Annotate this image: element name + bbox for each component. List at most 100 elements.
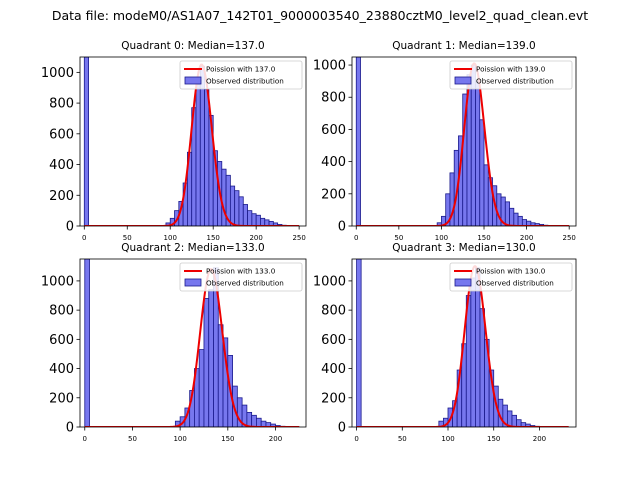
histogram-bar bbox=[251, 213, 257, 226]
y-tick-label: 1000 bbox=[313, 274, 346, 289]
histogram-bar bbox=[199, 65, 206, 226]
y-tick-label: 1000 bbox=[41, 66, 74, 81]
y-tick-label: 200 bbox=[321, 187, 346, 202]
histogram-bar bbox=[247, 210, 253, 226]
axes-frame bbox=[79, 258, 307, 428]
histogram-bar bbox=[195, 84, 201, 226]
histogram-bar bbox=[242, 204, 248, 226]
legend-line-label: Poission with 139.0 bbox=[476, 65, 546, 74]
legend-bar-label: Observed distribution bbox=[476, 77, 554, 86]
x-tick-label: 200 bbox=[249, 234, 262, 242]
histogram-bar bbox=[513, 212, 519, 226]
x-tick-label: 200 bbox=[269, 435, 282, 443]
histogram-bar bbox=[511, 414, 517, 427]
poisson-curve bbox=[356, 62, 570, 226]
histogram-bar bbox=[208, 289, 214, 427]
x-tick-label: 250 bbox=[562, 234, 575, 242]
histogram-bar bbox=[356, 259, 362, 427]
panel-quadrant-2: Quadrant 2: Median=133.0 0 50 100 150 200 0 200… bbox=[41, 242, 307, 443]
histogram-bar bbox=[260, 217, 266, 226]
histogram-bar bbox=[229, 185, 236, 226]
histogram-bar bbox=[504, 201, 510, 226]
axes-frame bbox=[351, 56, 577, 227]
panel-title: Quadrant 0: Median=137.0 bbox=[121, 40, 264, 52]
x-tick-label: 150 bbox=[207, 234, 220, 242]
x-tick-label: 100 bbox=[435, 234, 448, 242]
y-tick-label: 0 bbox=[338, 421, 346, 436]
histogram-bar bbox=[475, 267, 481, 427]
axes-frame bbox=[79, 56, 307, 227]
histogram-bar bbox=[221, 168, 227, 226]
x-tick-label: 200 bbox=[533, 435, 546, 443]
legend-bar-label: Observed distribution bbox=[206, 77, 284, 86]
x-tick-label: 0 bbox=[354, 435, 358, 443]
x-tick-label: 100 bbox=[441, 435, 454, 443]
x-tick-label: 0 bbox=[354, 234, 358, 242]
y-tick-label: 600 bbox=[49, 127, 74, 142]
x-tick-label: 150 bbox=[487, 435, 500, 443]
legend-box bbox=[179, 60, 303, 90]
y-tick-label: 1000 bbox=[313, 59, 346, 74]
y-tick-label: 800 bbox=[49, 97, 74, 112]
legend-box bbox=[449, 262, 573, 292]
histogram-bar bbox=[246, 411, 253, 427]
legend: Poission with 137.0 Observed distribution bbox=[179, 60, 303, 90]
panel-title: Quadrant 3: Median=130.0 bbox=[392, 242, 535, 254]
y-tick-label: 800 bbox=[321, 91, 346, 106]
legend-box bbox=[449, 60, 573, 90]
y-tick-label: 600 bbox=[49, 333, 74, 348]
y-tick-label: 1000 bbox=[41, 274, 74, 289]
histogram-bar bbox=[255, 214, 261, 226]
y-tick-label: 800 bbox=[49, 304, 74, 319]
legend-line-label: Poission with 130.0 bbox=[476, 267, 546, 276]
legend-line-label: Poission with 133.0 bbox=[206, 267, 276, 276]
y-tick-label: 200 bbox=[321, 391, 346, 406]
x-tick-label: 0 bbox=[82, 234, 86, 242]
x-tick-label: 100 bbox=[173, 435, 186, 443]
histogram-bar bbox=[203, 298, 210, 427]
panel-quadrant-3: Quadrant 3: Median=130.0 0 50 100 150 200 0 200… bbox=[313, 242, 577, 443]
legend: Poission with 130.0 Observed distribution bbox=[449, 262, 573, 292]
y-tick-label: 200 bbox=[49, 391, 74, 406]
histogram-bar bbox=[475, 80, 481, 226]
x-tick-label: 150 bbox=[221, 435, 234, 443]
figure-title: Data file: modeM0/AS1A07_142T01_90000035… bbox=[51, 8, 589, 23]
histogram-bar bbox=[256, 417, 262, 427]
histogram-bar bbox=[479, 119, 485, 226]
histogram-bar bbox=[509, 207, 515, 226]
x-tick-label: 50 bbox=[394, 234, 403, 242]
y-tick-label: 400 bbox=[49, 158, 74, 173]
legend: Poission with 133.0 Observed distribution bbox=[179, 262, 303, 292]
poisson-curve bbox=[356, 265, 569, 427]
y-tick-label: 0 bbox=[66, 421, 74, 436]
histogram-bar bbox=[479, 308, 485, 427]
histogram-bar bbox=[251, 414, 257, 427]
histogram-bar bbox=[483, 164, 489, 226]
y-tick-label: 400 bbox=[321, 155, 346, 170]
legend-bar-swatch bbox=[184, 278, 202, 287]
y-tick-label: 800 bbox=[321, 304, 346, 319]
x-tick-label: 50 bbox=[398, 435, 407, 443]
histogram-bar bbox=[234, 190, 240, 226]
y-tick-label: 200 bbox=[49, 189, 74, 204]
legend-bar-label: Observed distribution bbox=[476, 279, 554, 288]
legend-bar-label: Observed distribution bbox=[206, 279, 284, 288]
x-tick-label: 0 bbox=[83, 435, 87, 443]
panel-quadrant-1: Quadrant 1: Median=139.0 0 50 100 150 200 250 0… bbox=[313, 40, 577, 242]
x-tick-label: 250 bbox=[292, 234, 305, 242]
legend-box bbox=[179, 262, 303, 292]
legend-line-label: Poission with 137.0 bbox=[206, 65, 276, 74]
y-tick-label: 0 bbox=[338, 220, 346, 235]
panel-title: Quadrant 1: Median=139.0 bbox=[392, 40, 535, 52]
legend-bar-swatch bbox=[184, 76, 202, 85]
legend-bar-swatch bbox=[454, 76, 472, 85]
legend: Poission with 139.0 Observed distribution bbox=[449, 60, 573, 90]
panel-title: Quadrant 2: Median=133.0 bbox=[121, 242, 264, 254]
histogram-bar bbox=[204, 88, 210, 226]
y-tick-label: 400 bbox=[321, 362, 346, 377]
histogram-bar bbox=[198, 349, 205, 427]
x-tick-label: 50 bbox=[128, 435, 137, 443]
panel-quadrant-0: Quadrant 0: Median=137.0 0 50 100 150 200 250 0… bbox=[41, 40, 307, 242]
x-tick-label: 50 bbox=[123, 234, 132, 242]
